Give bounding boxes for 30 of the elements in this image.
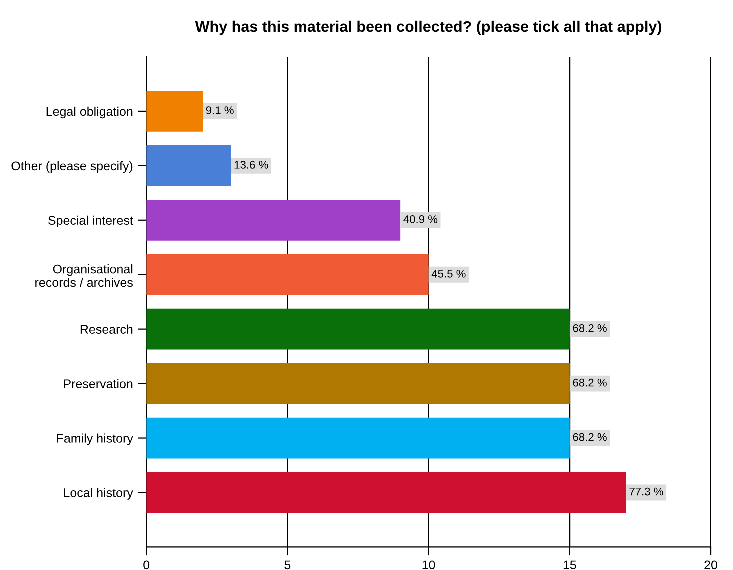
y-tick-label: Local history <box>64 488 134 500</box>
x-tick-label: 20 <box>704 560 718 570</box>
x-tick-label: 5 <box>284 560 291 570</box>
chart-title: Why has this material been collected? (please tick all that apply) <box>195 20 662 36</box>
annotation: 13.6 % <box>234 161 268 169</box>
bar <box>146 418 570 459</box>
x-tick-label: 10 <box>422 560 436 570</box>
bar <box>146 472 626 514</box>
bar <box>146 254 429 296</box>
x-tick-label: 0 <box>144 560 150 570</box>
y-tick-label: Preservation <box>64 379 133 388</box>
bar <box>146 308 570 350</box>
bar <box>146 200 401 241</box>
bar <box>146 146 232 186</box>
annotation: 9.1 % <box>206 106 234 114</box>
bar <box>146 91 204 132</box>
x-tick-label: 15 <box>564 560 576 570</box>
y-tick-label: Research <box>80 324 133 334</box>
annotation: 45.5 % <box>432 270 466 278</box>
bar <box>146 363 570 404</box>
annotation: 40.9 % <box>404 216 438 224</box>
annotation: 68.2 % <box>573 324 607 332</box>
y-tick-label: Organisational records / archives <box>36 264 133 288</box>
annotation: 77.3 % <box>630 488 664 496</box>
y-tick-label: Other (please specify) <box>12 161 133 174</box>
annotation: 68.2 % <box>573 378 607 387</box>
annotation: 68.2 % <box>573 433 607 442</box>
y-tick-label: Legal obligation <box>46 106 133 119</box>
y-tick-label: Family history <box>57 434 134 446</box>
y-tick-label: Special interest <box>48 216 134 228</box>
